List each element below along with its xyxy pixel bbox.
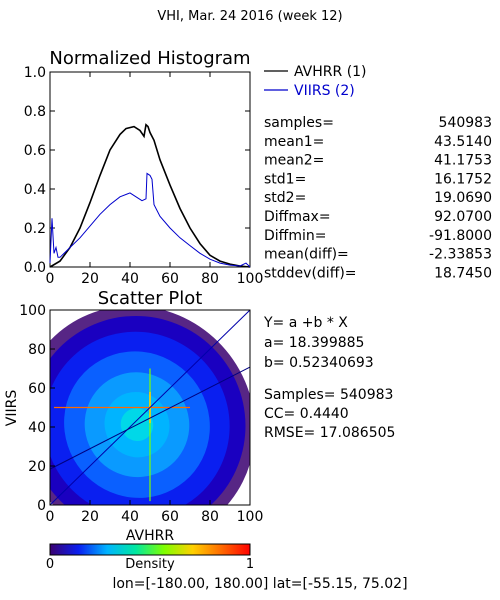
stat-label: mean1= bbox=[264, 134, 324, 150]
stat-value: 41.1753 bbox=[434, 153, 492, 169]
stat-label: mean(diff)= bbox=[264, 247, 349, 263]
stat-value: 16.1752 bbox=[434, 171, 492, 187]
scatter-y-tick-label: 0 bbox=[37, 498, 46, 514]
stat-value: 540983 bbox=[439, 115, 492, 131]
scatter-x-label: AVHRR bbox=[126, 528, 175, 544]
scatter-x-tick-label: 100 bbox=[237, 509, 264, 525]
legend-entry-avhrr: AVHRR (1) bbox=[294, 64, 367, 80]
histogram-panel: Normalized Histogram 0 20 40 60 80 1000.00.20… bbox=[24, 48, 367, 287]
histogram-series bbox=[49, 123, 251, 268]
scatter-panel: Scatter Plot 0 20 40 60 80 100 0 20 40 60 80 100 AV… bbox=[4, 288, 263, 544]
regression-block: Y= a +b * X a= 18.399885 b= 0.52340693 S… bbox=[263, 315, 395, 441]
histogram-y-tick-label: 0.0 bbox=[24, 260, 46, 276]
regression-a: a= 18.399885 bbox=[264, 335, 364, 351]
page-title: VHI, Mar. 24 2016 (week 12) bbox=[157, 9, 342, 24]
stat-value: -91.8000 bbox=[429, 228, 492, 244]
stat-label: std1= bbox=[264, 171, 306, 187]
regression-b: b= 0.52340693 bbox=[264, 355, 374, 371]
histogram-y-tick-label: 0.8 bbox=[24, 104, 46, 120]
histogram-line-viirs bbox=[49, 172, 251, 268]
histogram-line-avhrr bbox=[49, 123, 251, 268]
scatter-x-tick-label: 80 bbox=[201, 509, 219, 525]
histogram-x-tick-label: 20 bbox=[81, 271, 99, 287]
scatter-y-label: VIIRS bbox=[4, 390, 20, 427]
histogram-legend: AVHRR (1) VIIRS (2) bbox=[264, 64, 367, 99]
stat-label: std2= bbox=[264, 190, 306, 206]
colorbar-max-label: 1 bbox=[246, 557, 254, 572]
histogram-axis-ticks: 0 20 40 60 80 100 0.0 0.2 0.4 0.6 0.8 1.0 bbox=[24, 65, 264, 287]
histogram-y-tick-label: 1.0 bbox=[24, 65, 46, 81]
regression-equation: Y= a +b * X bbox=[263, 315, 348, 331]
statistics-block: samples= 540983 mean1= 43.5140 mean2= 41.1753… bbox=[264, 115, 492, 281]
scatter-y-tick-label: 80 bbox=[28, 342, 46, 358]
stat-value: -2.33853 bbox=[429, 247, 492, 263]
stat-value: 43.5140 bbox=[434, 134, 492, 150]
stat-value: 18.7450 bbox=[434, 265, 492, 281]
stat-label: mean2= bbox=[264, 153, 324, 169]
colorbar-gradient bbox=[49, 543, 251, 556]
stat-label: Diffmin= bbox=[264, 228, 326, 244]
scatter-y-tick-label: 60 bbox=[28, 381, 46, 397]
stat-label: samples= bbox=[264, 115, 334, 131]
scatter-title: Scatter Plot bbox=[98, 288, 203, 309]
histogram-x-tick-label: 100 bbox=[237, 271, 264, 287]
histogram-y-tick-label: 0.6 bbox=[24, 143, 46, 159]
regression-line bbox=[50, 366, 250, 470]
scatter-x-tick-label: 20 bbox=[81, 509, 99, 525]
stat-label: Diffmax= bbox=[264, 209, 331, 225]
stat-value: 92.0700 bbox=[434, 209, 492, 225]
scatter-density-cloud bbox=[50, 310, 250, 505]
scatter-plot-area bbox=[49, 309, 251, 506]
regression-cc: CC= 0.4440 bbox=[264, 406, 349, 422]
histogram-x-tick-label: 80 bbox=[201, 271, 219, 287]
histogram-plot-area bbox=[49, 71, 251, 268]
histogram-title: Normalized Histogram bbox=[49, 48, 250, 69]
histogram-x-tick-label: 40 bbox=[121, 271, 139, 287]
regression-rmse: RMSE= 17.086505 bbox=[264, 425, 395, 441]
histogram-y-tick-label: 0.4 bbox=[24, 182, 46, 198]
one-to-one-line bbox=[50, 310, 250, 505]
histogram-x-tick-label: 60 bbox=[161, 271, 179, 287]
scatter-axis-ticks: 0 20 40 60 80 100 0 20 40 60 80 100 bbox=[19, 303, 263, 525]
scatter-y-tick-label: 20 bbox=[28, 459, 46, 475]
density-colorbar: 0 Density 1 bbox=[46, 543, 254, 572]
scatter-y-tick-label: 100 bbox=[19, 303, 46, 319]
colorbar-min-label: 0 bbox=[46, 557, 54, 572]
legend-entry-viirs: VIIRS (2) bbox=[294, 83, 355, 99]
footer-extent: lon=[-180.00, 180.00] lat=[-55.15, 75.02… bbox=[112, 576, 407, 592]
histogram-x-tick-label: 0 bbox=[46, 271, 55, 287]
stat-label: stddev(diff)= bbox=[264, 265, 357, 281]
scatter-x-tick-label: 60 bbox=[161, 509, 179, 525]
scatter-x-tick-label: 40 bbox=[121, 509, 139, 525]
histogram-y-tick-label: 0.2 bbox=[24, 221, 46, 237]
scatter-x-tick-label: 0 bbox=[46, 509, 55, 525]
scatter-y-tick-label: 40 bbox=[28, 420, 46, 436]
stat-value: 19.0690 bbox=[434, 190, 492, 206]
colorbar-label: Density bbox=[125, 557, 175, 572]
regression-samples: Samples= 540983 bbox=[264, 387, 393, 403]
